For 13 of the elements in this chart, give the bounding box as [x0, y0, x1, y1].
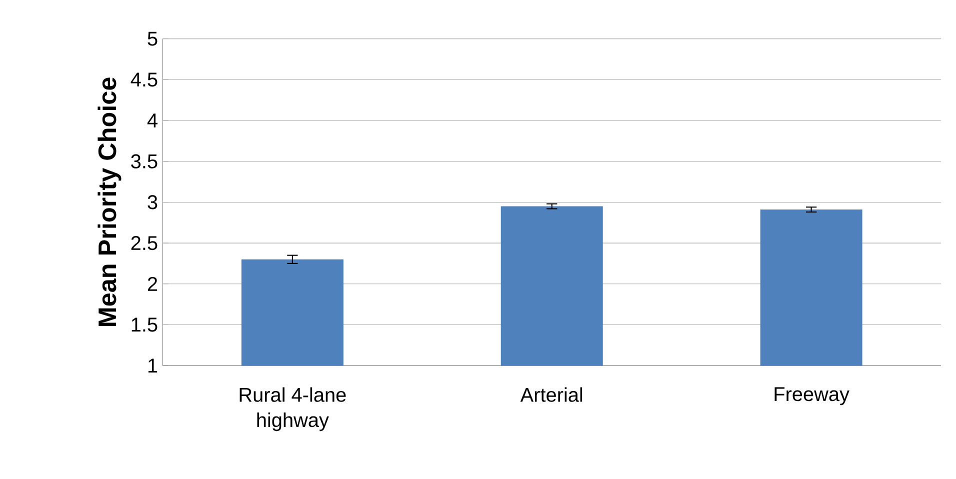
- y-tick-label: 5: [148, 32, 158, 46]
- y-axis-title: Mean Priority Choice: [98, 78, 122, 326]
- y-tick-label: 2.5: [131, 236, 158, 250]
- y-tick-label: 3: [148, 195, 158, 210]
- x-tick-label: Rural 4-lane highway: [240, 387, 346, 431]
- y-tick-label: 2: [148, 276, 158, 291]
- y-tick-label: 4: [147, 114, 158, 128]
- y-tick-label: 1.5: [132, 318, 158, 332]
- x-tick-label: Freeway: [774, 387, 850, 406]
- y-tick-label: 3.5: [131, 154, 158, 168]
- x-tick-label: Arterial: [520, 387, 582, 402]
- y-tick-label: 4.5: [130, 72, 158, 86]
- y-tick-label: 1: [148, 358, 158, 372]
